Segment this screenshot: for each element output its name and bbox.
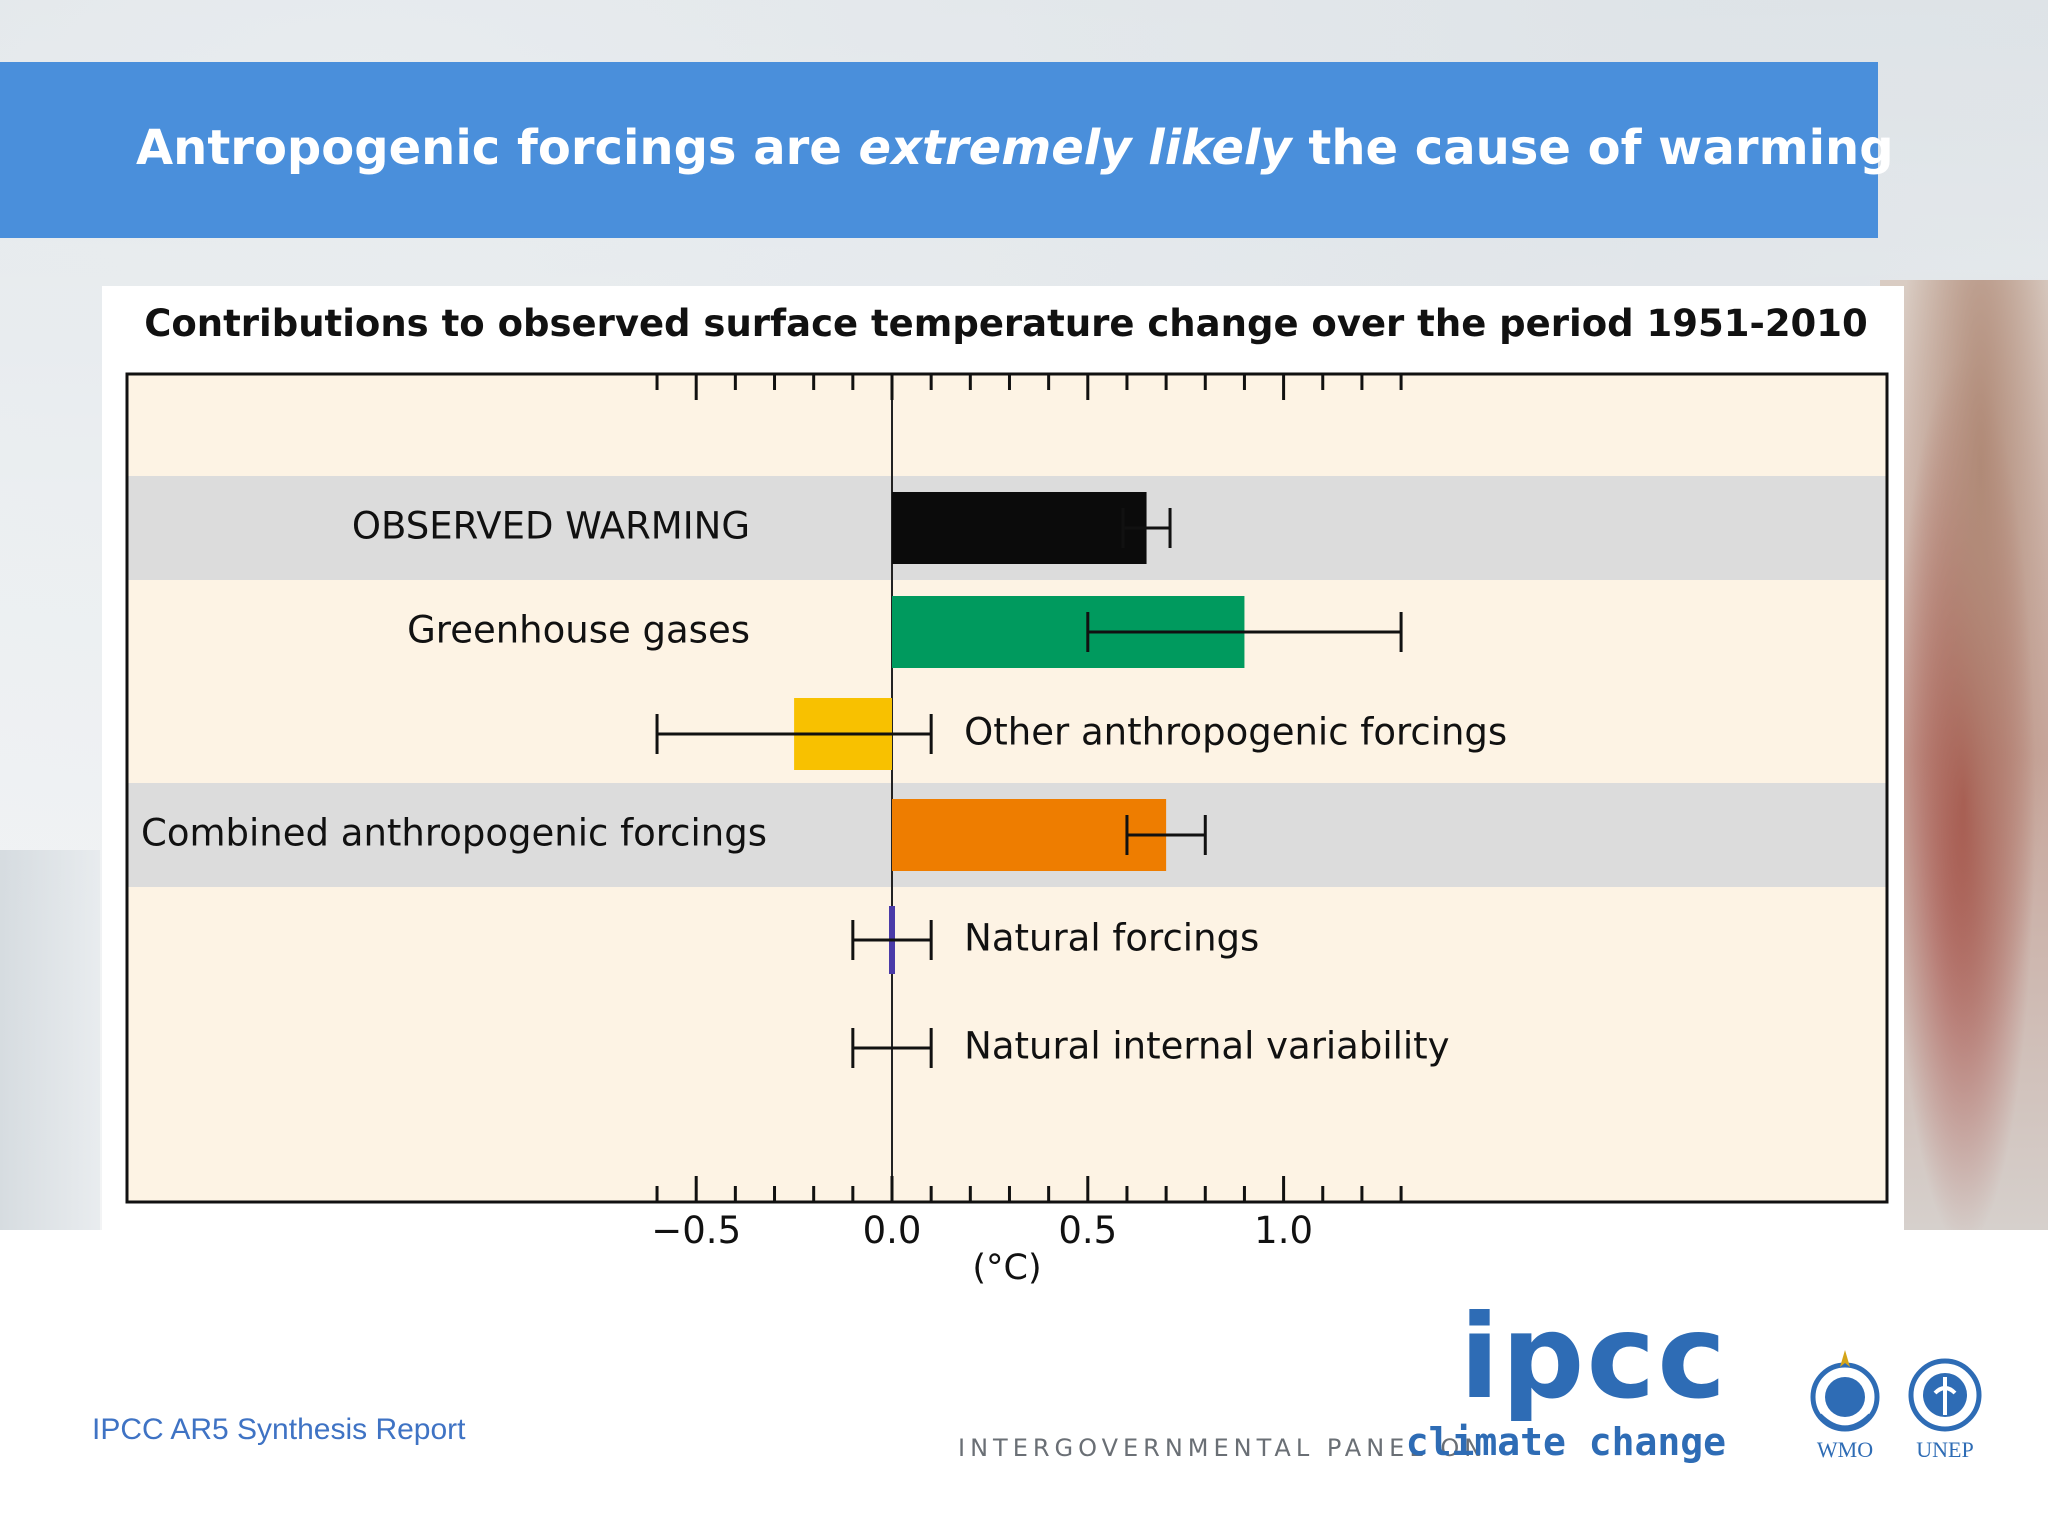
- x-tick-label: 1.0: [1254, 1209, 1313, 1252]
- bar-3: [892, 799, 1167, 871]
- x-tick-label: 0.5: [1058, 1209, 1117, 1252]
- row-label: Combined anthropogenic forcings: [141, 812, 767, 855]
- row-label: Natural forcings: [964, 917, 1259, 960]
- plot-frame: [125, 372, 1889, 1204]
- wmo-label: WMO: [1816, 1437, 1874, 1462]
- row-label: Greenhouse gases: [407, 609, 750, 652]
- x-tick-label: 0.0: [863, 1209, 922, 1252]
- plot-area: OBSERVED WARMING Greenhouse gases Other an…: [125, 372, 1889, 1252]
- footer-source: IPCC AR5 Synthesis Report: [92, 1413, 466, 1446]
- slide-title-emphasis: extremely likely: [858, 120, 1292, 176]
- x-axis-label: (°C): [972, 1248, 1041, 1288]
- unep-emblem-icon: [1908, 1358, 1982, 1432]
- chart-title: Contributions to observed surface temper…: [144, 302, 1868, 345]
- ipcc-logo: ipcc INTERGOVERNMENTAL PANEL ON climate …: [958, 1300, 1738, 1470]
- unep-logo: UNEP: [1900, 1345, 1990, 1465]
- row-label: OBSERVED WARMING: [352, 505, 750, 548]
- wmo-logo: WMO: [1800, 1345, 1890, 1465]
- slide-title-pre: Antropogenic forcings are: [136, 120, 859, 176]
- chart-card: Contributions to observed surface temper…: [102, 286, 1904, 1288]
- unep-label: UNEP: [1916, 1437, 1974, 1462]
- title-bar: [0, 62, 1878, 238]
- ipcc-wordmark: ipcc: [1459, 1290, 1728, 1425]
- wmo-emblem-icon: [1810, 1350, 1880, 1432]
- ipcc-tagline-right: climate change: [1405, 1420, 1726, 1464]
- slide-title: Antropogenic forcings are extremely like…: [136, 120, 1894, 176]
- row-label: Other anthropogenic forcings: [964, 711, 1507, 754]
- slide-title-post: the cause of warming: [1291, 120, 1894, 176]
- background-person: [1880, 280, 2048, 1230]
- attribution-chart: Contributions to observed surface temper…: [125, 302, 1889, 1288]
- x-tick-label: −0.5: [651, 1209, 741, 1252]
- row-label: Natural internal variability: [964, 1025, 1449, 1068]
- bar-0: [892, 492, 1147, 564]
- background-city: [0, 850, 100, 1230]
- ipcc-tagline-left: INTERGOVERNMENTAL PANEL ON: [958, 1434, 1488, 1462]
